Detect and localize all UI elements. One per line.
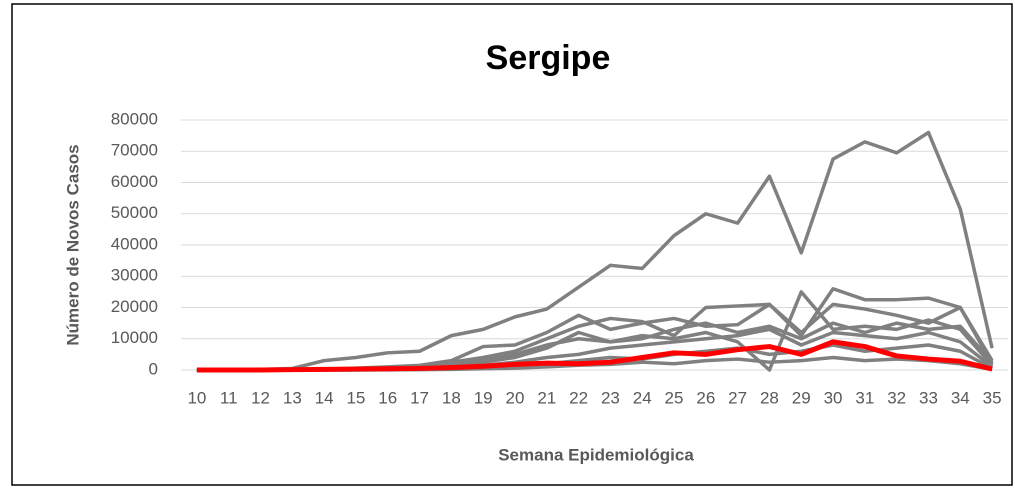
x-tick-label: 14 <box>315 388 334 407</box>
x-tick-label: 29 <box>792 388 811 407</box>
y-tick-label: 40000 <box>111 234 158 253</box>
x-tick-label: 31 <box>855 388 874 407</box>
y-tick-label: 20000 <box>111 297 158 316</box>
y-tick-label: 60000 <box>111 172 158 191</box>
x-tick-label: 35 <box>983 388 1002 407</box>
x-tick-label: 26 <box>696 388 715 407</box>
x-tick-label: 12 <box>251 388 270 407</box>
x-tick-label: 15 <box>346 388 365 407</box>
x-tick-label: 13 <box>283 388 302 407</box>
x-tick-label: 20 <box>506 388 525 407</box>
x-tick-label: 33 <box>919 388 938 407</box>
y-tick-label: 80000 <box>111 109 158 128</box>
y-tick-label: 0 <box>149 359 158 378</box>
y-tick-label: 30000 <box>111 266 158 285</box>
x-tick-label: 30 <box>824 388 843 407</box>
x-tick-label: 28 <box>760 388 779 407</box>
x-axis-label: Semana Epidemiológica <box>498 445 694 464</box>
x-tick-label: 11 <box>220 388 238 407</box>
x-tick-label: 24 <box>633 388 652 407</box>
chart-title: Sergipe <box>486 39 611 77</box>
y-tick-label: 10000 <box>111 328 158 347</box>
x-tick-label: 27 <box>728 388 747 407</box>
series-line <box>196 339 993 373</box>
x-tick-label: 34 <box>951 388 970 407</box>
series-line <box>196 130 994 372</box>
y-tick-label: 50000 <box>111 203 158 222</box>
x-tick-label: 17 <box>410 388 429 407</box>
y-axis-label: Número de Novos Casos <box>63 144 82 345</box>
x-tick-label: 25 <box>665 388 684 407</box>
x-tick-label: 16 <box>378 388 397 407</box>
x-tick-label: 18 <box>442 388 461 407</box>
x-tick-label: 19 <box>474 388 493 407</box>
x-tick-label: 22 <box>569 388 588 407</box>
x-tick-label: 23 <box>601 388 620 407</box>
y-tick-label: 70000 <box>111 141 158 160</box>
x-tick-label: 21 <box>537 388 556 407</box>
x-tick-label: 10 <box>187 388 206 407</box>
x-tick-label: 32 <box>887 388 906 407</box>
